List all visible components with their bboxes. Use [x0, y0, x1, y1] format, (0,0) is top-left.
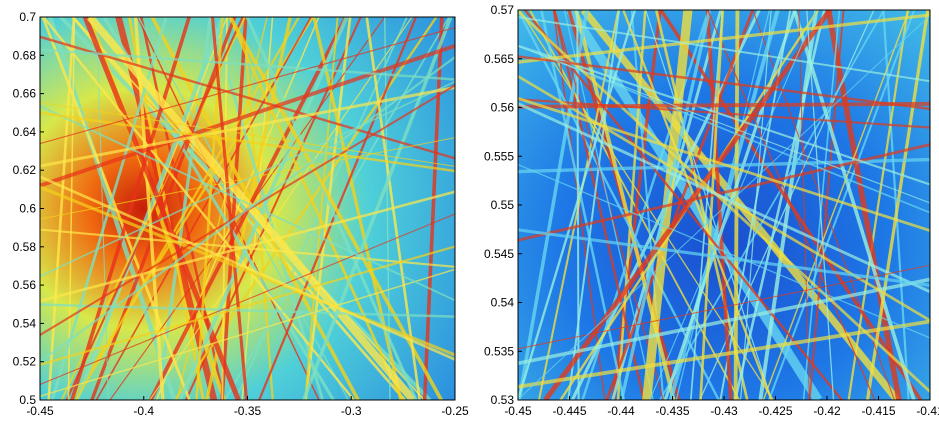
- y-tick-label: 0.565: [484, 52, 514, 66]
- y-tick-label: 0.56: [13, 278, 37, 292]
- plot-panel: -0.45-0.4-0.35-0.3-0.250.50.520.540.560.…: [13, 10, 469, 418]
- x-tick-label: -0.445: [552, 404, 586, 418]
- x-tick-label: -0.35: [234, 404, 262, 418]
- x-tick-label: -0.4: [133, 404, 154, 418]
- y-tick-label: 0.68: [13, 48, 37, 62]
- y-tick-label: 0.55: [491, 198, 515, 212]
- x-tick-label: -0.44: [607, 404, 635, 418]
- y-tick-label: 0.57: [491, 3, 515, 17]
- y-tick-label: 0.62: [13, 163, 37, 177]
- y-tick-label: 0.52: [13, 355, 37, 369]
- x-tick-label: -0.41: [916, 404, 939, 418]
- x-tick-label: -0.435: [655, 404, 689, 418]
- y-tick-label: 0.7: [19, 10, 36, 24]
- y-tick-label: 0.54: [491, 296, 515, 310]
- plot-panel: -0.45-0.445-0.44-0.435-0.43-0.425-0.42-0…: [484, 3, 939, 418]
- x-tick-label: -0.3: [341, 404, 362, 418]
- y-tick-label: 0.535: [484, 344, 514, 358]
- x-tick-label: -0.42: [813, 404, 841, 418]
- x-tick-label: -0.415: [861, 404, 895, 418]
- figure: -0.45-0.4-0.35-0.3-0.250.50.520.540.560.…: [0, 0, 939, 423]
- x-tick-label: -0.43: [710, 404, 738, 418]
- y-tick-label: 0.58: [13, 240, 37, 254]
- y-tick-label: 0.545: [484, 247, 514, 261]
- x-tick-label: -0.25: [441, 404, 469, 418]
- y-tick-label: 0.56: [491, 101, 515, 115]
- y-tick-label: 0.54: [13, 316, 37, 330]
- y-tick-label: 0.6: [19, 202, 36, 216]
- y-tick-label: 0.5: [19, 393, 36, 407]
- x-tick-label: -0.425: [758, 404, 792, 418]
- y-tick-label: 0.66: [13, 87, 37, 101]
- y-tick-label: 0.53: [491, 393, 515, 407]
- y-tick-label: 0.64: [13, 125, 37, 139]
- y-tick-label: 0.555: [484, 149, 514, 163]
